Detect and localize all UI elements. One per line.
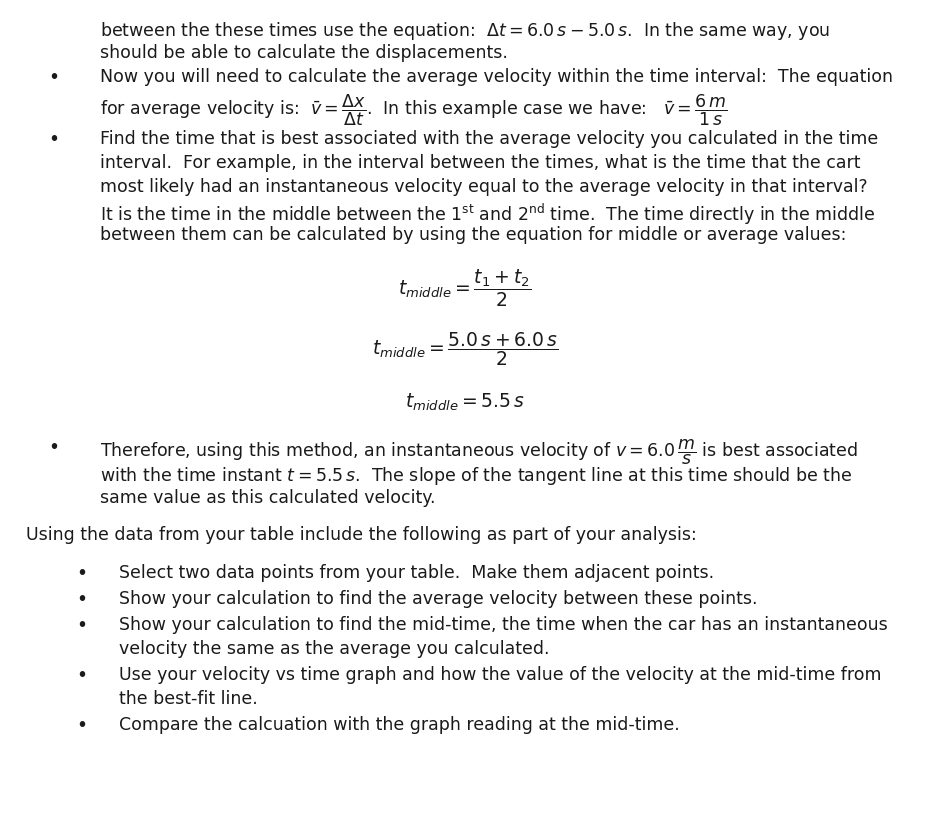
Text: $t_{middle} = 5.5\,s$: $t_{middle} = 5.5\,s$ [405,392,525,414]
Text: •: • [76,666,87,685]
Text: between them can be calculated by using the equation for middle or average value: between them can be calculated by using … [100,226,847,244]
Text: •: • [76,616,87,635]
Text: •: • [76,590,87,609]
Text: for average velocity is:  $\bar{v} = \dfrac{\Delta x}{\Delta t}$.  In this examp: for average velocity is: $\bar{v} = \dfr… [100,93,728,129]
Text: same value as this calculated velocity.: same value as this calculated velocity. [100,489,436,507]
Text: •: • [48,68,60,87]
Text: the best-fit line.: the best-fit line. [119,690,258,708]
Text: Using the data from your table include the following as part of your analysis:: Using the data from your table include t… [26,526,697,544]
Text: with the time instant $t = 5.5\,s$.  The slope of the tangent line at this time : with the time instant $t = 5.5\,s$. The … [100,465,853,487]
Text: between the these times use the equation:  $\Delta t = 6.0\,s - 5.0\,s$.  In the: between the these times use the equation… [100,20,830,42]
Text: Find the time that is best associated with the average velocity you calculated i: Find the time that is best associated wi… [100,130,879,148]
Text: $t_{middle} = \dfrac{5.0\,s + 6.0\,s}{2}$: $t_{middle} = \dfrac{5.0\,s + 6.0\,s}{2}… [372,330,558,368]
Text: •: • [76,564,87,583]
Text: It is the time in the middle between the 1$^{\rm st}$ and 2$^{\rm nd}$ time.  Th: It is the time in the middle between the… [100,202,875,227]
Text: most likely had an instantaneous velocity equal to the average velocity in that : most likely had an instantaneous velocit… [100,178,868,196]
Text: Now you will need to calculate the average velocity within the time interval:  T: Now you will need to calculate the avera… [100,68,894,86]
Text: velocity the same as the average you calculated.: velocity the same as the average you cal… [119,640,550,658]
Text: •: • [48,438,60,457]
Text: interval.  For example, in the interval between the times, what is the time that: interval. For example, in the interval b… [100,154,861,172]
Text: Compare the calcuation with the graph reading at the mid-time.: Compare the calcuation with the graph re… [119,716,680,734]
Text: Therefore, using this method, an instantaneous velocity of $v = 6.0\,\dfrac{m}{s: Therefore, using this method, an instant… [100,438,858,467]
Text: Select two data points from your table.  Make them adjacent points.: Select two data points from your table. … [119,564,714,582]
Text: •: • [76,716,87,735]
Text: •: • [48,130,60,149]
Text: Show your calculation to find the mid-time, the time when the car has an instant: Show your calculation to find the mid-ti… [119,616,888,634]
Text: $t_{middle} = \dfrac{t_1 + t_2}{2}$: $t_{middle} = \dfrac{t_1 + t_2}{2}$ [398,268,532,309]
Text: Show your calculation to find the average velocity between these points.: Show your calculation to find the averag… [119,590,758,608]
Text: should be able to calculate the displacements.: should be able to calculate the displace… [100,44,509,62]
Text: Use your velocity vs time graph and how the value of the velocity at the mid-tim: Use your velocity vs time graph and how … [119,666,882,684]
